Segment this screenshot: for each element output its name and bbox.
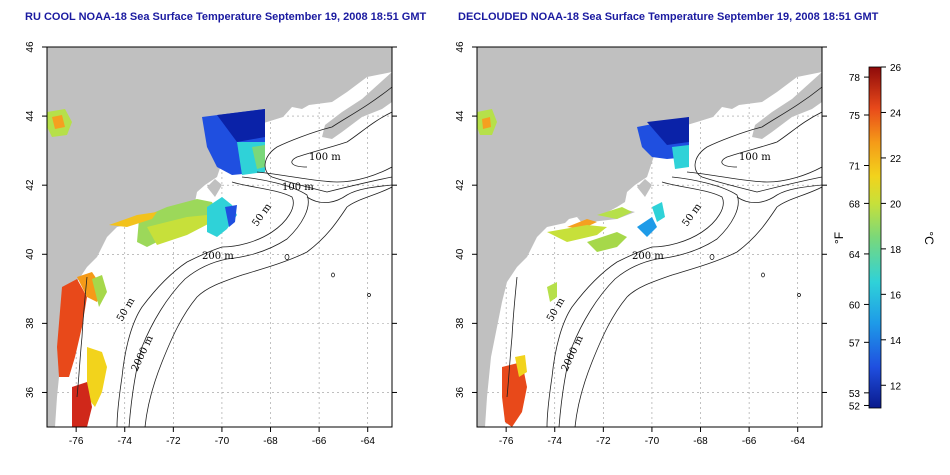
left-map-axes: -76 -74 -72 -70 -68 -66 -64 36 38 40 42 44 46 bbox=[25, 41, 397, 447]
contour-label: 200 m bbox=[632, 251, 664, 262]
lon-tick-label: -76 bbox=[69, 436, 84, 447]
fahrenheit-tick-label: 60 bbox=[849, 300, 861, 311]
celsius-tick-label: 18 bbox=[890, 245, 902, 256]
contour-label: 100 m bbox=[309, 152, 341, 163]
celsius-tick-label: 16 bbox=[890, 290, 902, 301]
fahrenheit-tick-label: 71 bbox=[849, 162, 861, 173]
celsius-tick-label: 24 bbox=[890, 108, 902, 119]
right-map-panel: 100 m 50 m 200 m 50 m 2000 m -76 -74 -72 -7… bbox=[455, 41, 827, 447]
lon-tick-label: -74 bbox=[118, 436, 133, 447]
lat-tick-label: 46 bbox=[25, 41, 36, 53]
celsius-tick-label: 12 bbox=[890, 381, 902, 392]
lat-tick-label: 42 bbox=[455, 179, 466, 191]
lat-tick-label: 42 bbox=[25, 179, 36, 191]
lon-tick-label: -68 bbox=[263, 436, 278, 447]
lat-tick-label: 40 bbox=[25, 248, 36, 260]
lon-tick-label: -64 bbox=[360, 436, 375, 447]
celsius-tick-label: 26 bbox=[890, 63, 902, 74]
lat-tick-label: 38 bbox=[25, 317, 36, 329]
fahrenheit-tick-label: 53 bbox=[849, 389, 861, 400]
celsius-tick-label: 14 bbox=[890, 336, 902, 347]
fahrenheit-tick-label: 52 bbox=[849, 401, 861, 412]
fahrenheit-unit-label: °F bbox=[832, 232, 846, 244]
fahrenheit-tick-label: 57 bbox=[849, 338, 861, 349]
fahrenheit-tick-label: 75 bbox=[849, 111, 861, 122]
lat-tick-label: 44 bbox=[25, 110, 36, 122]
celsius-tick-label: 20 bbox=[890, 199, 902, 210]
lat-tick-label: 46 bbox=[455, 41, 466, 53]
right-map-title: DECLOUDED NOAA-18 Sea Surface Temperatur… bbox=[458, 11, 879, 23]
lon-tick-label: -68 bbox=[693, 436, 708, 447]
celsius-tick-label: 22 bbox=[890, 154, 902, 165]
fahrenheit-tick-label: 64 bbox=[849, 250, 861, 261]
lon-tick-label: -64 bbox=[790, 436, 805, 447]
celsius-ticks: 26 24 22 20 18 16 14 12 bbox=[881, 63, 902, 392]
contour-label: 200 m bbox=[202, 251, 234, 262]
celsius-unit-label: °C bbox=[922, 231, 936, 245]
lat-tick-label: 38 bbox=[455, 317, 466, 329]
lon-tick-label: -70 bbox=[215, 436, 230, 447]
colorbar-gradient bbox=[868, 66, 882, 409]
lon-tick-label: -66 bbox=[742, 436, 757, 447]
lat-tick-label: 44 bbox=[455, 110, 466, 122]
right-map-axes: -76 -74 -72 -70 -68 -66 -64 36 38 40 42 44 46 bbox=[455, 41, 827, 447]
lon-tick-label: -76 bbox=[499, 436, 514, 447]
lon-tick-label: -72 bbox=[166, 436, 181, 447]
lon-tick-label: -72 bbox=[596, 436, 611, 447]
lat-tick-label: 36 bbox=[455, 386, 466, 398]
lon-tick-label: -70 bbox=[645, 436, 660, 447]
lat-tick-label: 36 bbox=[25, 386, 36, 398]
left-map-title: RU COOL NOAA-18 Sea Surface Temperature … bbox=[25, 11, 427, 23]
contour-label: 100 m bbox=[739, 152, 771, 163]
left-sst-patches bbox=[47, 109, 265, 427]
left-map-panel: 100 m 100 m 50 m 200 m 50 m 2000 m -76 -7… bbox=[25, 41, 397, 447]
contour-label: 100 m bbox=[282, 182, 314, 193]
fahrenheit-tick-label: 78 bbox=[849, 73, 861, 84]
lat-tick-label: 40 bbox=[455, 248, 466, 260]
fahrenheit-tick-label: 68 bbox=[849, 199, 861, 210]
lon-tick-label: -74 bbox=[548, 436, 563, 447]
lon-tick-label: -66 bbox=[312, 436, 327, 447]
